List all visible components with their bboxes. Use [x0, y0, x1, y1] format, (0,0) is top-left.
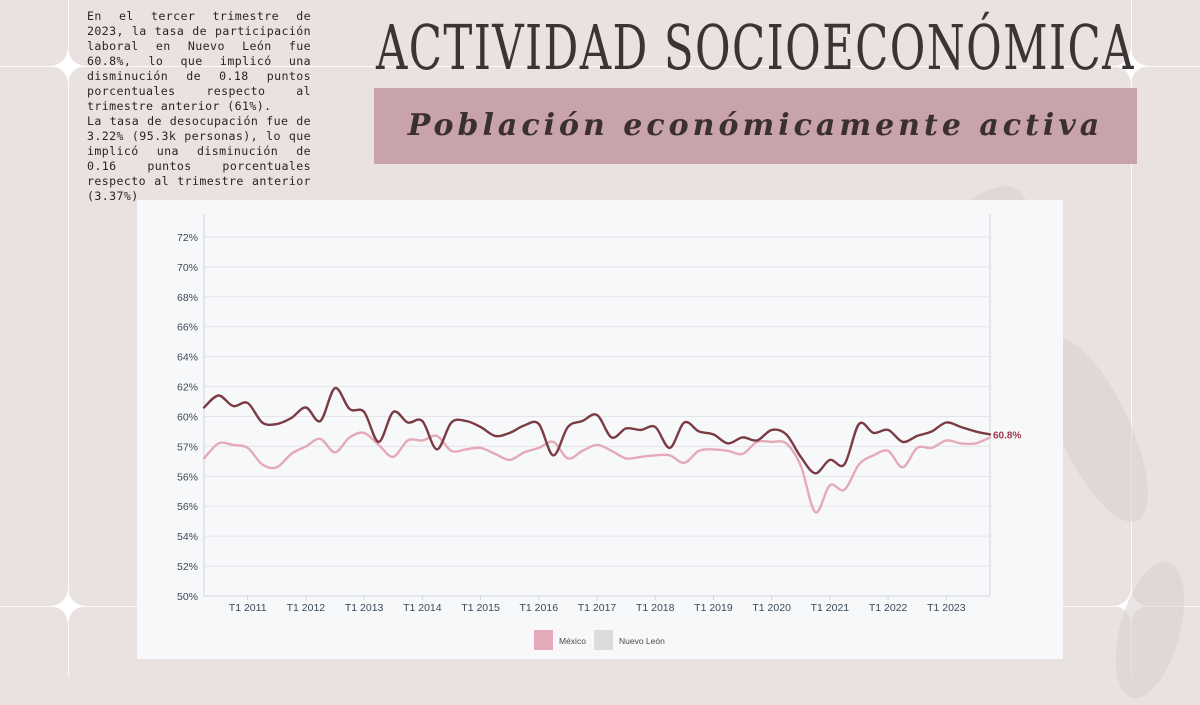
frame-line-left — [68, 0, 69, 676]
chart-series: 60.8% — [202, 386, 1021, 514]
y-tick-label: 62% — [177, 382, 198, 394]
y-tick-label: 72% — [177, 232, 198, 244]
x-tick-label: T1 2013 — [345, 602, 384, 614]
intro-text: En el tercer trimestre de 2023, la tasa … — [87, 9, 311, 204]
sparkle-icon — [51, 589, 85, 623]
x-tick-label: T1 2012 — [287, 602, 326, 614]
leaf-decoration — [1102, 554, 1198, 705]
x-tick-label: T1 2018 — [636, 602, 675, 614]
chart-panel: 50% 52% 54% 56% 56% 57% 60% 62% 64% 66% 68% 70% 72% T… — [137, 200, 1063, 659]
y-tick-label: 57% — [177, 441, 198, 453]
x-tick-label: T1 2015 — [461, 602, 500, 614]
chart-legend: México Nuevo León — [534, 630, 665, 650]
y-tick-label: 70% — [177, 262, 198, 274]
x-tick-label: T1 2019 — [694, 602, 733, 614]
y-tick-label: 66% — [177, 322, 198, 334]
frame-line-right — [1131, 0, 1132, 676]
x-tick-label: T1 2017 — [578, 602, 617, 614]
x-tick-label: T1 2011 — [229, 602, 267, 614]
intro-paragraph-1: En el tercer trimestre de 2023, la tasa … — [87, 9, 311, 113]
series-line-nuevo-leon — [202, 386, 992, 475]
page-subtitle: Población económicamente activa — [407, 108, 1104, 143]
y-tick-label: 52% — [177, 561, 198, 573]
chart-axes: 50% 52% 54% 56% 56% 57% 60% 62% 64% 66% 68% 70% 72% T… — [177, 214, 991, 614]
intro-paragraph-2: La tasa de desocupación fue de 3.22% (95… — [87, 114, 311, 203]
end-value-label: 60.8% — [993, 430, 1021, 441]
chart-grid — [204, 236, 990, 597]
sparkle-icon — [51, 49, 85, 83]
y-tick-label: 64% — [177, 352, 198, 364]
subtitle-banner: Población económicamente activa — [374, 88, 1137, 164]
y-tick-label: 68% — [177, 292, 198, 304]
y-tick-label: 54% — [177, 531, 198, 543]
sparkle-icon — [1114, 49, 1148, 83]
y-tick-label: 60% — [177, 411, 198, 423]
y-tick-label: 56% — [177, 501, 198, 513]
legend-swatch — [534, 630, 553, 650]
y-tick-label: 50% — [177, 591, 198, 603]
x-tick-label: T1 2014 — [403, 602, 442, 614]
legend-swatch — [594, 630, 613, 650]
x-tick-label: T1 2021 — [811, 602, 850, 614]
frame-line-top — [0, 66, 1200, 67]
line-chart: 50% 52% 54% 56% 56% 57% 60% 62% 64% 66% 68% 70% 72% T… — [177, 214, 1021, 650]
legend-label: Nuevo León — [619, 636, 665, 646]
series-line-mexico — [202, 431, 992, 514]
legend-label: México — [559, 636, 586, 646]
x-tick-label: T1 2016 — [520, 602, 559, 614]
page-title: ACTIVIDAD SOCIOECONÓMICA — [376, 11, 1135, 84]
x-tick-label: T1 2022 — [869, 602, 908, 614]
x-tick-label: T1 2023 — [927, 602, 966, 614]
y-tick-label: 56% — [177, 471, 198, 483]
x-tick-label: T1 2020 — [752, 602, 791, 614]
